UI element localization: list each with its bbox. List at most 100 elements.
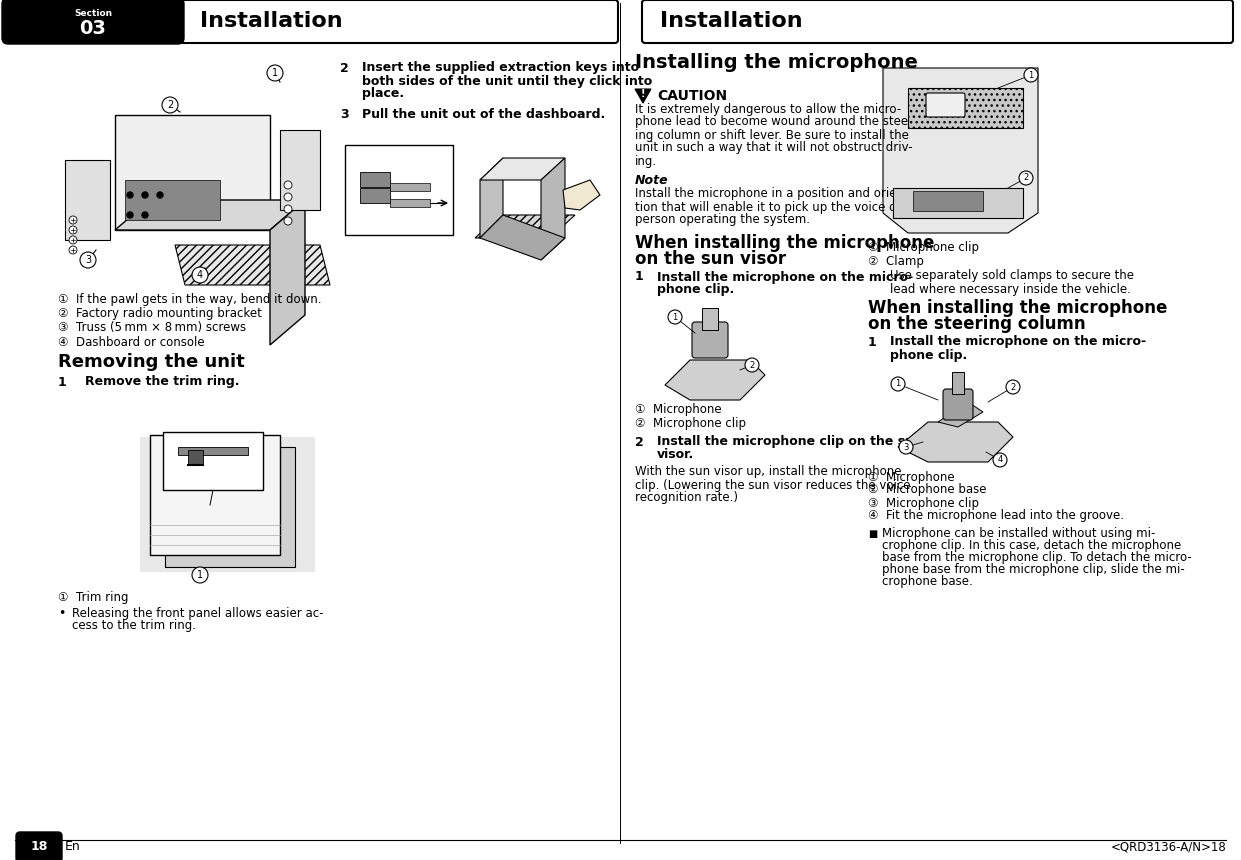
Text: Install the microphone on the micro-: Install the microphone on the micro-: [890, 335, 1147, 348]
FancyBboxPatch shape: [360, 172, 390, 187]
Circle shape: [79, 252, 96, 268]
Text: CAUTION: CAUTION: [656, 89, 727, 103]
Text: ①  If the pawl gets in the way, bend it down.: ① If the pawl gets in the way, bend it d…: [58, 293, 321, 306]
Text: ②  Factory radio mounting bracket: ② Factory radio mounting bracket: [58, 308, 262, 321]
Text: 1: 1: [272, 68, 278, 78]
Text: ①  Microphone: ① Microphone: [867, 470, 954, 483]
Text: 3: 3: [340, 108, 349, 121]
Text: Note: Note: [635, 174, 669, 187]
Circle shape: [284, 181, 292, 189]
Text: Pull the unit out of the dashboard.: Pull the unit out of the dashboard.: [362, 108, 606, 121]
Text: 4: 4: [197, 270, 204, 280]
Circle shape: [163, 97, 177, 113]
Text: phone clip.: phone clip.: [890, 348, 967, 361]
Text: on the steering column: on the steering column: [867, 315, 1086, 333]
Polygon shape: [938, 402, 983, 427]
Text: crophone clip. In this case, detach the microphone: crophone clip. In this case, detach the …: [882, 539, 1181, 552]
Text: 2: 2: [635, 435, 644, 449]
Polygon shape: [541, 158, 565, 260]
FancyBboxPatch shape: [390, 183, 429, 191]
Text: 2: 2: [1010, 383, 1015, 391]
FancyBboxPatch shape: [360, 188, 390, 203]
Circle shape: [127, 192, 133, 198]
Circle shape: [1006, 380, 1020, 394]
Text: phone lead to become wound around the steer-: phone lead to become wound around the st…: [635, 115, 917, 128]
Text: 4: 4: [998, 456, 1003, 464]
Text: 1: 1: [635, 271, 644, 284]
Polygon shape: [884, 68, 1037, 233]
FancyBboxPatch shape: [894, 188, 1023, 218]
Circle shape: [284, 205, 292, 213]
Text: 2: 2: [1024, 174, 1029, 182]
Text: When installing the microphone: When installing the microphone: [867, 299, 1168, 317]
Text: Use separately sold clamps to secure the: Use separately sold clamps to secure the: [890, 269, 1134, 282]
Text: Insert the supplied extraction keys into: Insert the supplied extraction keys into: [362, 62, 639, 75]
Text: 1: 1: [895, 379, 901, 389]
FancyBboxPatch shape: [125, 180, 220, 220]
FancyBboxPatch shape: [115, 115, 271, 230]
Circle shape: [141, 192, 148, 198]
Circle shape: [993, 453, 1006, 467]
FancyBboxPatch shape: [642, 0, 1234, 43]
FancyBboxPatch shape: [926, 93, 965, 117]
Text: Install the microphone on the micro-: Install the microphone on the micro-: [656, 271, 913, 284]
FancyBboxPatch shape: [165, 447, 295, 567]
Text: 2: 2: [166, 100, 174, 110]
Text: 18: 18: [30, 840, 47, 853]
FancyBboxPatch shape: [952, 372, 964, 394]
Circle shape: [284, 193, 292, 201]
FancyBboxPatch shape: [345, 145, 453, 235]
Text: ■: ■: [867, 529, 877, 539]
Circle shape: [158, 192, 163, 198]
Circle shape: [127, 212, 133, 218]
Text: Removing the unit: Removing the unit: [58, 353, 244, 371]
FancyBboxPatch shape: [140, 437, 315, 572]
Text: lead where necessary inside the vehicle.: lead where necessary inside the vehicle.: [890, 282, 1131, 296]
Text: <QRD3136-A/N>18: <QRD3136-A/N>18: [1111, 840, 1226, 853]
Text: ②  Clamp: ② Clamp: [867, 255, 923, 268]
FancyBboxPatch shape: [180, 0, 618, 43]
Text: 3: 3: [903, 443, 908, 452]
Circle shape: [192, 567, 208, 583]
FancyBboxPatch shape: [65, 160, 110, 240]
Polygon shape: [115, 200, 305, 230]
Text: 2: 2: [340, 62, 349, 75]
Text: Installing the microphone: Installing the microphone: [635, 53, 918, 72]
Circle shape: [284, 217, 292, 225]
Text: !: !: [640, 89, 645, 99]
FancyBboxPatch shape: [692, 322, 728, 358]
Circle shape: [69, 246, 77, 254]
Text: ②  Microphone base: ② Microphone base: [867, 483, 987, 496]
Circle shape: [898, 440, 913, 454]
Text: It is extremely dangerous to allow the micro-: It is extremely dangerous to allow the m…: [635, 102, 901, 115]
Text: ③  Truss (5 mm × 8 mm) screws: ③ Truss (5 mm × 8 mm) screws: [58, 322, 246, 335]
FancyBboxPatch shape: [702, 308, 719, 330]
Circle shape: [267, 65, 283, 81]
Circle shape: [668, 310, 683, 324]
Text: clip. (Lowering the sun visor reduces the voice: clip. (Lowering the sun visor reduces th…: [635, 478, 911, 492]
Text: recognition rate.): recognition rate.): [635, 492, 738, 505]
FancyBboxPatch shape: [390, 199, 429, 207]
FancyBboxPatch shape: [187, 450, 204, 465]
Text: Installation: Installation: [660, 11, 803, 31]
Text: 1: 1: [197, 570, 204, 580]
Text: 1: 1: [673, 312, 678, 322]
Polygon shape: [480, 158, 565, 180]
Text: Install the microphone in a position and orienta-: Install the microphone in a position and…: [635, 187, 921, 200]
Text: ③  Microphone clip: ③ Microphone clip: [867, 496, 979, 509]
Text: ①  Trim ring: ① Trim ring: [58, 591, 129, 604]
Text: person operating the system.: person operating the system.: [635, 213, 810, 226]
Text: 1: 1: [58, 376, 67, 389]
Text: Microphone can be installed without using mi-: Microphone can be installed without usin…: [882, 527, 1155, 540]
Text: ing.: ing.: [635, 155, 658, 168]
Text: Section: Section: [74, 9, 112, 19]
Text: Remove the trim ring.: Remove the trim ring.: [84, 376, 240, 389]
Text: cess to the trim ring.: cess to the trim ring.: [72, 619, 196, 632]
Text: Releasing the front panel allows easier ac-: Releasing the front panel allows easier …: [72, 606, 324, 619]
Text: both sides of the unit until they click into: both sides of the unit until they click …: [362, 75, 653, 88]
Text: 2: 2: [750, 360, 755, 370]
Polygon shape: [480, 215, 565, 260]
Polygon shape: [475, 215, 575, 238]
Polygon shape: [563, 180, 599, 210]
FancyBboxPatch shape: [280, 130, 320, 210]
